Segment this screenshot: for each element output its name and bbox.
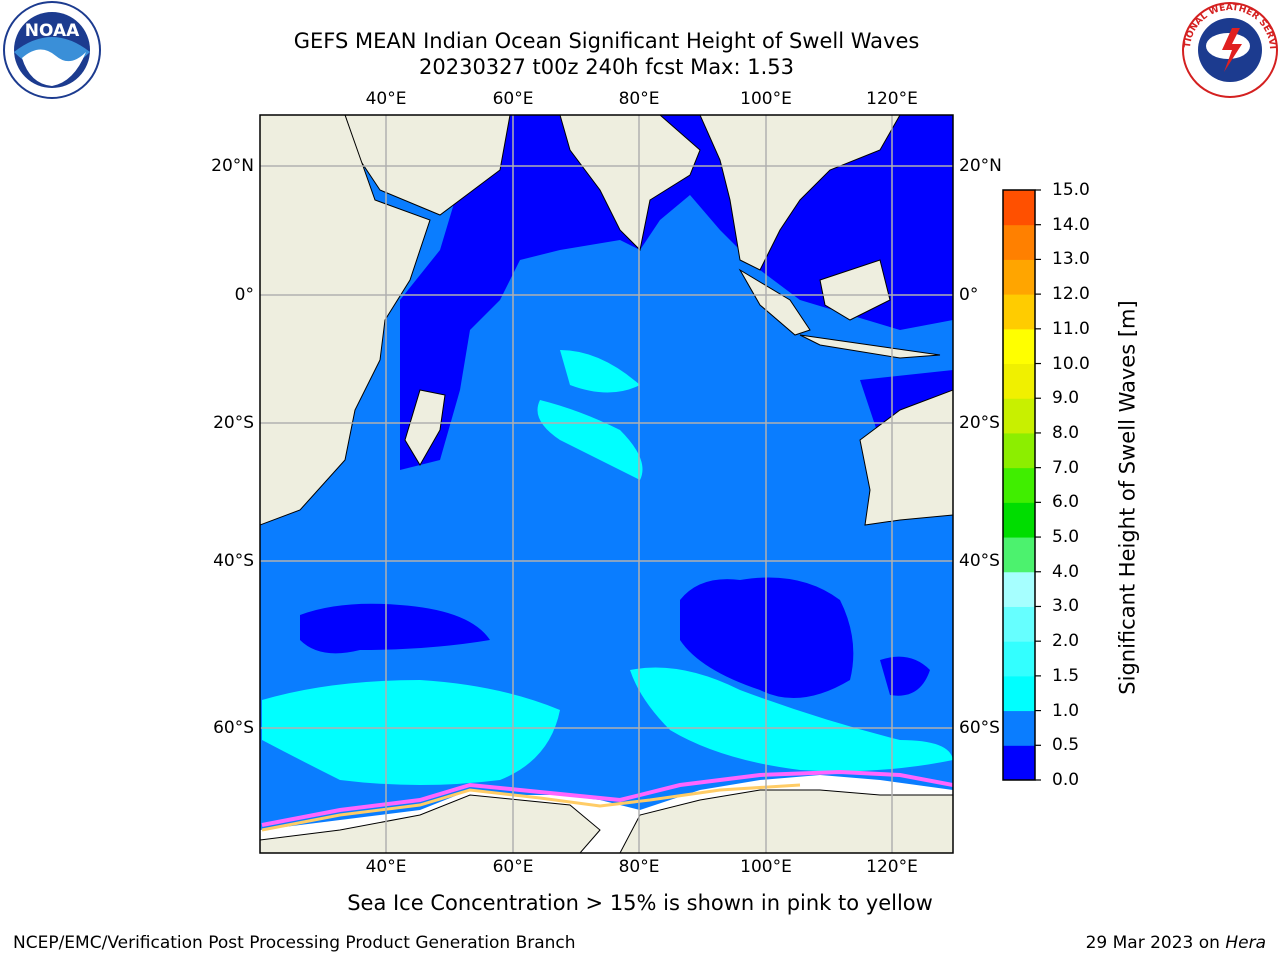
- lat-tick-right: 20°N: [959, 156, 1002, 176]
- colorbar-tick-label: 6.0: [1052, 492, 1080, 513]
- low-swell-patch-2: [300, 603, 490, 654]
- colorbar-cell: [1003, 363, 1035, 399]
- land-southeast-asia: [699, 115, 901, 271]
- swell-patch-4: [537, 400, 643, 480]
- lon-tick-bottom: 80°E: [618, 857, 660, 877]
- colorbar-cell: [1003, 190, 1035, 226]
- land-india: [559, 115, 701, 252]
- land-borneo: [819, 259, 891, 321]
- colorbar-tick-label: 3.0: [1052, 596, 1080, 617]
- land-antarctica-west: [260, 794, 601, 853]
- colorbar-tick-label: 10.0: [1052, 353, 1090, 374]
- noaa-logo: NOAA: [3, 1, 101, 99]
- colorbar-cell: [1003, 675, 1035, 712]
- land-java: [799, 334, 941, 359]
- colorbar-cell: [1003, 571, 1035, 607]
- swell-patch-2: [630, 667, 953, 772]
- colorbar-tick-label: 15.0: [1052, 180, 1090, 200]
- lon-tick-bottom: 40°E: [365, 857, 407, 877]
- colorbar: [1003, 190, 1035, 781]
- lon-tick-bottom: 100°E: [740, 857, 792, 877]
- lat-tick-left: 40°S: [213, 551, 254, 571]
- map-frame: [259, 114, 954, 854]
- colorbar-cell: [1003, 224, 1035, 260]
- map-gridlines: [260, 115, 953, 853]
- colorbar-tick-label: 1.0: [1052, 700, 1080, 721]
- colorbar-cell: [1003, 745, 1035, 781]
- colorbar-cell: [1003, 328, 1035, 365]
- low-swell-north: [400, 115, 953, 470]
- lat-tick-right: 0°: [959, 285, 979, 305]
- colorbar-frame: [1002, 189, 1036, 781]
- lon-tick-bottom: 120°E: [866, 857, 918, 877]
- lat-tick-left: 0°: [234, 285, 254, 305]
- colorbar-cell: [1003, 710, 1035, 746]
- land-madagascar: [404, 389, 446, 466]
- colorbar-cell: [1003, 467, 1035, 503]
- colorbar-cell: [1003, 641, 1035, 677]
- colorbar-tick-label: 1.5: [1052, 665, 1080, 686]
- map-layers: [260, 115, 953, 853]
- swell-patch-3: [560, 350, 640, 393]
- colorbar-tick-label: 0.0: [1052, 770, 1080, 790]
- colorbar-cell: [1003, 294, 1035, 330]
- colorbar-tick-label: 2.0: [1052, 631, 1080, 652]
- colorbar-tick-label: 12.0: [1052, 284, 1090, 305]
- machine-name: Hera: [1225, 933, 1266, 953]
- colorbar-cell: [1003, 432, 1035, 469]
- colorbar-tick-label: 0.5: [1052, 735, 1080, 756]
- lon-tick-top: 100°E: [740, 89, 792, 109]
- lon-tick-top: 40°E: [365, 89, 407, 109]
- chart-subtitle: 20230327 t00z 240h fcst Max: 1.53: [419, 55, 794, 79]
- lat-tick-left: 20°S: [213, 413, 254, 433]
- land-antarctica-east: [619, 789, 953, 853]
- lon-tick-bottom: 60°E: [492, 857, 534, 877]
- colorbar-tick-label: 13.0: [1052, 249, 1090, 270]
- lon-tick-top: 80°E: [618, 89, 660, 109]
- sea-ice-footnote: Sea Ice Concentration > 15% is shown in …: [347, 891, 933, 915]
- colorbar-tick-label: 7.0: [1052, 457, 1080, 478]
- colorbar-tick-marks: [1035, 189, 1041, 781]
- colorbar-label: Significant Height of Swell Waves [m]: [1115, 300, 1140, 695]
- producer-credit: NCEP/EMC/Verification Post Processing Pr…: [13, 933, 576, 953]
- colorbar-cell: [1003, 606, 1035, 642]
- colorbar-tick-label: 9.0: [1052, 388, 1080, 409]
- colorbar-cell: [1003, 537, 1035, 573]
- colorbar-tick-label: 4.0: [1052, 561, 1080, 582]
- chart-title: GEFS MEAN Indian Ocean Significant Heigh…: [293, 29, 920, 53]
- lat-tick-left: 60°S: [213, 718, 254, 738]
- lon-tick-top: 120°E: [866, 89, 918, 109]
- swell-patch-1: [262, 680, 560, 785]
- lat-tick-right: 60°S: [959, 718, 1000, 738]
- lon-tick-top: 60°E: [492, 89, 534, 109]
- colorbar-tick-label: 8.0: [1052, 422, 1080, 443]
- lat-tick-left: 20°N: [211, 156, 254, 176]
- run-date: 29 Mar 2023 on Hera: [1086, 933, 1266, 953]
- run-date-text: 29 Mar 2023 on: [1085, 933, 1226, 953]
- colorbar-cell: [1003, 502, 1035, 538]
- colorbar-tick-label: 11.0: [1052, 318, 1090, 339]
- lat-tick-right: 20°S: [959, 413, 1000, 433]
- lat-tick-right: 40°S: [959, 551, 1000, 571]
- colorbar-tick-label: 14.0: [1052, 214, 1090, 235]
- noaa-text: NOAA: [25, 21, 80, 41]
- nws-logo: NATIONAL WEATHER SERVICE: [1178, 0, 1278, 98]
- colorbar-cell: [1003, 259, 1035, 295]
- colorbar-cell: [1003, 398, 1035, 434]
- sea-ice-edge-yellow: [261, 783, 801, 832]
- sea-ice-edge-pink: [261, 769, 953, 827]
- colorbar-tick-label: 5.0: [1052, 527, 1080, 548]
